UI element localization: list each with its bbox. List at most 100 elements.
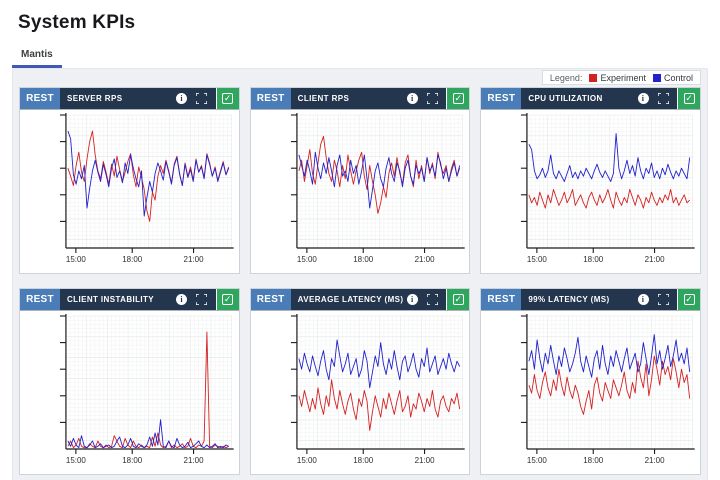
panel-titlebar: CLIENT RPS i bbox=[290, 88, 447, 109]
panel-visible-checkbox[interactable]: ✓ bbox=[447, 289, 470, 310]
rest-badge: REST bbox=[20, 289, 60, 310]
dashboard-board: Legend: Experiment Control REST SERVER R… bbox=[12, 68, 708, 480]
tab-mantis[interactable]: Mantis bbox=[12, 46, 62, 68]
panel-visible-checkbox[interactable]: ✓ bbox=[678, 88, 700, 109]
info-icon[interactable]: i bbox=[637, 294, 649, 306]
panel-title: CLIENT RPS bbox=[297, 94, 350, 103]
fullscreen-icon[interactable] bbox=[657, 93, 669, 105]
checkmark-icon: ✓ bbox=[683, 93, 695, 104]
series-line-control bbox=[528, 133, 691, 182]
panel-titlebar: AVERAGE LATENCY (MS) i bbox=[290, 289, 447, 310]
fullscreen-icon[interactable] bbox=[196, 294, 208, 306]
x-axis-tick-label: 21:00 bbox=[645, 255, 666, 264]
x-axis-tick-label: 21:00 bbox=[184, 255, 205, 264]
legend-item-label: Control bbox=[663, 72, 693, 83]
x-axis-tick-label: 15:00 bbox=[527, 255, 548, 264]
x-axis-tick-label: 15:00 bbox=[297, 255, 318, 264]
series-line-experiment bbox=[528, 189, 691, 209]
info-icon[interactable]: i bbox=[176, 93, 188, 105]
checkmark-icon: ✓ bbox=[222, 294, 234, 305]
panel-title: SERVER RPS bbox=[67, 94, 123, 103]
chart-container: 15:00 18:00 21:00 bbox=[250, 310, 470, 474]
panel-titlebar: SERVER RPS i bbox=[60, 88, 216, 109]
fullscreen-icon[interactable] bbox=[426, 93, 438, 105]
checkmark-icon: ✓ bbox=[683, 294, 695, 305]
x-axis-tick-label: 15:00 bbox=[66, 255, 87, 264]
chart-container: 15:00 18:00 21:00 bbox=[481, 310, 700, 474]
panel-header: REST 99% LATENCY (MS) i ✓ bbox=[481, 289, 700, 310]
series-line-experiment bbox=[528, 355, 691, 415]
panel-server-rps: REST SERVER RPS i ✓ 15:00 18:00 21:00 bbox=[19, 87, 240, 274]
legend-item-control: Control bbox=[652, 72, 693, 83]
x-axis-tick-label: 18:00 bbox=[353, 255, 374, 264]
x-axis-tick-label: 21:00 bbox=[184, 456, 205, 465]
legend-label: Legend: bbox=[549, 72, 583, 83]
page-title: System KPIs bbox=[18, 12, 136, 33]
control-color-swatch bbox=[652, 73, 661, 82]
x-axis-tick-label: 21:00 bbox=[414, 456, 435, 465]
chart-canvas: 15:00 18:00 21:00 bbox=[20, 110, 239, 273]
panel-header: REST AVERAGE LATENCY (MS) i ✓ bbox=[250, 289, 470, 310]
panel-visible-checkbox[interactable]: ✓ bbox=[678, 289, 700, 310]
info-icon[interactable]: i bbox=[637, 93, 649, 105]
x-axis-tick-label: 18:00 bbox=[584, 456, 605, 465]
rest-badge: REST bbox=[20, 88, 60, 109]
experiment-color-swatch bbox=[589, 73, 598, 82]
checkmark-icon: ✓ bbox=[452, 93, 464, 104]
chart-canvas: 15:00 18:00 21:00 bbox=[481, 110, 700, 273]
panel-header: REST CLIENT RPS i ✓ bbox=[250, 88, 470, 109]
rest-badge: REST bbox=[481, 88, 522, 109]
fullscreen-icon[interactable] bbox=[657, 294, 669, 306]
x-axis-tick-label: 18:00 bbox=[122, 456, 143, 465]
panel-titlebar: 99% LATENCY (MS) i bbox=[521, 289, 677, 310]
x-axis-tick-label: 18:00 bbox=[353, 456, 374, 465]
legend: Legend: Experiment Control bbox=[541, 70, 701, 85]
x-axis-tick-label: 15:00 bbox=[297, 456, 318, 465]
chart-container: 15:00 18:00 21:00 bbox=[250, 109, 470, 273]
chart-container: 15:00 18:00 21:00 bbox=[20, 109, 239, 273]
chart-container: 15:00 18:00 21:00 bbox=[481, 109, 700, 273]
chart-canvas: 15:00 18:00 21:00 bbox=[481, 311, 700, 474]
panel-99-latency: REST 99% LATENCY (MS) i ✓ 15:00 18:00 21:0… bbox=[480, 288, 701, 475]
rest-badge: REST bbox=[250, 289, 291, 310]
panel-title: CPU UTILIZATION bbox=[528, 94, 603, 103]
panel-title: 99% LATENCY (MS) bbox=[528, 295, 610, 304]
checkmark-icon: ✓ bbox=[222, 93, 234, 104]
panel-average-latency: REST AVERAGE LATENCY (MS) i ✓ 15:00 18:00… bbox=[249, 288, 471, 475]
x-axis-tick-label: 21:00 bbox=[645, 456, 666, 465]
panel-header: REST SERVER RPS i ✓ bbox=[20, 88, 239, 109]
x-axis-tick-label: 15:00 bbox=[66, 456, 87, 465]
chart-canvas: 15:00 18:00 21:00 bbox=[250, 110, 470, 273]
chart-container: 15:00 18:00 21:00 bbox=[20, 310, 239, 474]
info-icon[interactable]: i bbox=[406, 294, 418, 306]
panel-header: REST CLIENT INSTABILITY i ✓ bbox=[20, 289, 239, 310]
panel-title: CLIENT INSTABILITY bbox=[67, 295, 155, 304]
info-icon[interactable]: i bbox=[406, 93, 418, 105]
x-axis-tick-label: 18:00 bbox=[122, 255, 143, 264]
panel-visible-checkbox[interactable]: ✓ bbox=[216, 289, 239, 310]
panel-title: AVERAGE LATENCY (MS) bbox=[297, 295, 404, 304]
series-line-control bbox=[528, 334, 691, 378]
info-icon[interactable]: i bbox=[176, 294, 188, 306]
legend-row: Legend: Experiment Control bbox=[19, 69, 701, 87]
panel-titlebar: CPU UTILIZATION i bbox=[521, 88, 677, 109]
panel-header: REST CPU UTILIZATION i ✓ bbox=[481, 88, 700, 109]
series-line-experiment bbox=[298, 379, 460, 431]
x-axis-tick-label: 18:00 bbox=[584, 255, 605, 264]
series-line-control bbox=[67, 419, 229, 449]
tab-bar: Mantis bbox=[12, 44, 720, 68]
panel-client-rps: REST CLIENT RPS i ✓ 15:00 18:00 21:00 bbox=[249, 87, 471, 274]
x-axis-tick-label: 15:00 bbox=[527, 456, 548, 465]
panel-visible-checkbox[interactable]: ✓ bbox=[216, 88, 239, 109]
fullscreen-icon[interactable] bbox=[196, 93, 208, 105]
panel-cpu-utilization: REST CPU UTILIZATION i ✓ 15:00 18:00 21:00 bbox=[480, 87, 701, 274]
series-line-control bbox=[298, 339, 460, 389]
chart-canvas: 15:00 18:00 21:00 bbox=[20, 311, 239, 474]
fullscreen-icon[interactable] bbox=[426, 294, 438, 306]
legend-item-experiment: Experiment bbox=[589, 73, 646, 83]
panels-grid: REST SERVER RPS i ✓ 15:00 18:00 21:00 REST bbox=[19, 87, 701, 475]
legend-item-label: Experiment bbox=[600, 72, 646, 83]
panel-visible-checkbox[interactable]: ✓ bbox=[447, 88, 470, 109]
chart-canvas: 15:00 18:00 21:00 bbox=[250, 311, 470, 474]
checkmark-icon: ✓ bbox=[452, 294, 464, 305]
